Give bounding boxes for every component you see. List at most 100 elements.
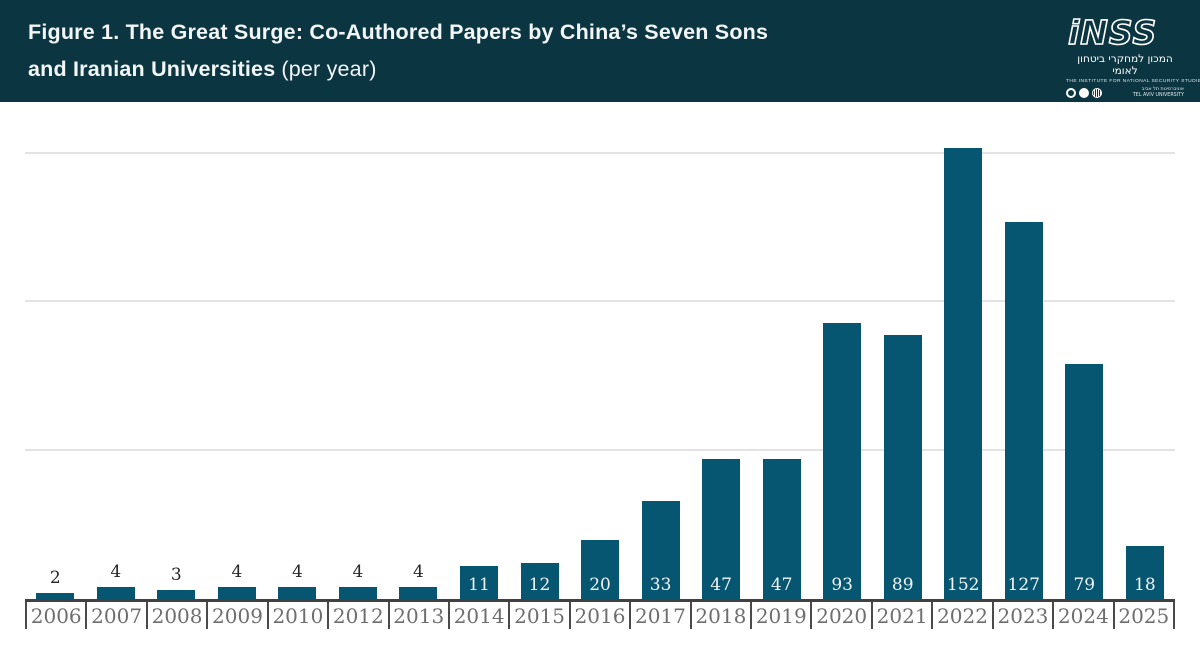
x-tick-label-2016: 2016	[568, 602, 629, 629]
x-tick-label-2009: 2009	[206, 602, 266, 629]
tau-hebrew-line: אוניברסיטת תל אביב	[1141, 87, 1184, 92]
bar-cell-2022: 152	[933, 113, 994, 599]
tau-english-line: TEL AVIV UNIVERSITY	[1132, 93, 1184, 98]
value-label-2006: 2	[49, 568, 61, 589]
figure-title-line2: and Iranian Universities (per year)	[28, 51, 768, 88]
bar-2016	[581, 539, 620, 599]
bar-2015	[520, 563, 559, 599]
gridline-150	[25, 151, 1175, 154]
bar-cell-2012: 4	[328, 113, 389, 599]
bar-cell-2024: 79	[1054, 113, 1115, 599]
bar-cell-2016: 20	[570, 113, 631, 599]
bar-2007	[96, 587, 135, 599]
x-tick-label-2022: 2022	[931, 602, 991, 629]
x-tick-label-2021: 2021	[870, 602, 931, 629]
x-tick-label-2006: 2006	[25, 602, 85, 629]
value-label-2007: 4	[110, 562, 122, 583]
figure-title-line2-paren: (per year)	[281, 57, 377, 81]
bar-cell-2008: 3	[146, 113, 207, 599]
header-banner: Figure 1. The Great Surge: Co-Authored P…	[0, 0, 1200, 102]
bar-cell-2006: 2	[25, 113, 86, 599]
bar-2008	[157, 590, 196, 599]
bar-cell-2013: 4	[388, 113, 449, 599]
inss-logo-bottom-row: אוניברסיטת תל אביב TEL AVIV UNIVERSITY	[1066, 87, 1184, 99]
bar-2023	[1004, 221, 1043, 599]
bar-chart: 2 4 3 4 4 4 4 11 12 20 33 47 47 93 89 152 127 79 18 2006 20…	[0, 113, 1200, 629]
gridline-100	[25, 300, 1175, 302]
bar-cell-2014: 11	[449, 113, 510, 599]
value-label-2014: 11	[468, 575, 490, 595]
bar-cell-2017: 33	[630, 113, 691, 599]
bar-2013	[399, 587, 438, 599]
value-label-2016: 20	[589, 575, 611, 595]
bar-2018	[702, 459, 741, 599]
bar-2012	[338, 587, 377, 599]
bar-2024	[1065, 364, 1104, 599]
value-label-2022: 152	[947, 575, 980, 595]
inss-seal-icon	[1079, 88, 1089, 98]
bar-2014	[459, 566, 498, 599]
plot-area: 2 4 3 4 4 4 4 11 12 20 33 47 47 93 89 152 127 79 18	[25, 113, 1175, 599]
value-label-2015: 12	[528, 575, 551, 595]
x-tick-label-2020: 2020	[810, 602, 870, 629]
inss-wordmark-text: iNSS	[1068, 15, 1157, 52]
bar-cell-2020: 93	[812, 113, 873, 599]
bar-2019	[762, 459, 801, 599]
tel-aviv-university-label: אוניברסיטת תל אביב TEL AVIV UNIVERSITY	[1133, 87, 1184, 99]
inss-english-name: THE INSTITUTE FOR NATIONAL SECURITY STUD…	[1066, 79, 1200, 84]
figure-title: Figure 1. The Great Surge: Co-Authored P…	[28, 14, 768, 88]
inss-logo: iNSS המכון למחקרי ביטחון לאומי THE INSTI…	[1066, 15, 1200, 99]
bar-cell-2015: 12	[509, 113, 570, 599]
globe-icon	[1092, 88, 1102, 98]
bar-cell-2021: 89	[872, 113, 933, 599]
inss-wordmark: iNSS	[1067, 15, 1157, 52]
x-tick-label-2010: 2010	[266, 602, 327, 629]
x-axis: 2006 2007 2008 2009 2010 2012 2013 2014 2015 2016…	[25, 599, 1176, 629]
x-tick-label-2015: 2015	[508, 602, 568, 629]
bar-cell-2018: 47	[691, 113, 752, 599]
bar-2017	[641, 501, 680, 599]
bar-cell-2025: 18	[1115, 113, 1176, 599]
state-emblem-icon	[1066, 88, 1076, 98]
value-label-2021: 89	[891, 575, 914, 595]
bar-cell-2007: 4	[86, 113, 147, 599]
value-label-2010: 4	[291, 562, 303, 583]
value-label-2017: 33	[649, 575, 672, 595]
value-label-2008: 3	[170, 565, 182, 586]
x-tick-label-2018: 2018	[689, 602, 750, 629]
value-label-2009: 4	[231, 562, 243, 583]
x-tick-label-2013: 2013	[387, 602, 448, 629]
bar-cell-2009: 4	[207, 113, 268, 599]
value-label-2012: 4	[352, 562, 364, 583]
bar-cell-2023: 127	[994, 113, 1055, 599]
value-label-2013: 4	[413, 562, 424, 583]
x-tick-label-2024: 2024	[1052, 602, 1112, 629]
x-tick-label-2007: 2007	[85, 602, 145, 629]
x-tick-label-2014: 2014	[447, 602, 508, 629]
emblem-circle-icons	[1066, 88, 1102, 98]
bar-2021	[883, 334, 922, 599]
value-label-2023: 127	[1007, 575, 1040, 595]
bar-cell-2010: 4	[267, 113, 328, 599]
bar-2009	[217, 587, 256, 599]
value-label-2025: 18	[1134, 575, 1156, 595]
bar-2025	[1125, 545, 1164, 599]
bar-2006	[36, 593, 75, 599]
x-tick-label-2012: 2012	[327, 602, 387, 629]
x-tick-label-2025: 2025	[1112, 602, 1176, 629]
figure-title-line2-bold: and Iranian Universities	[28, 57, 276, 81]
x-tick-label-2017: 2017	[629, 602, 689, 629]
bars-row: 2 4 3 4 4 4 4 11 12 20 33 47 47 93 89 152 127 79 18	[25, 113, 1175, 599]
inss-hebrew-name: המכון למחקרי ביטחון לאומי	[1077, 53, 1173, 77]
bar-2010	[278, 587, 317, 599]
bar-2022	[944, 147, 983, 599]
figure-title-line1: Figure 1. The Great Surge: Co-Authored P…	[28, 20, 769, 44]
x-tick-label-2008: 2008	[145, 602, 206, 629]
value-label-2019: 47	[770, 575, 793, 595]
gridline-50	[25, 448, 1175, 451]
value-label-2020: 93	[831, 575, 853, 595]
value-label-2018: 47	[710, 575, 732, 595]
x-tick-label-2023: 2023	[991, 602, 1052, 629]
bar-2020	[823, 322, 862, 599]
value-label-2024: 79	[1073, 575, 1096, 595]
